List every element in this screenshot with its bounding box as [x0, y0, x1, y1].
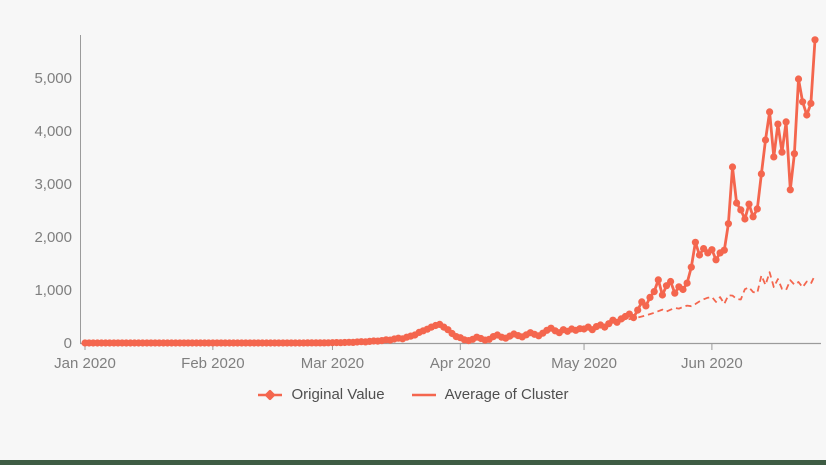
original-value-marker: [629, 314, 638, 322]
y-tick-label: 2,000: [34, 229, 72, 246]
original-value-marker: [774, 120, 782, 128]
original-value-marker: [745, 200, 753, 208]
plain-line-marker-icon: [411, 393, 436, 396]
x-tick-label: Apr 2020: [430, 355, 491, 372]
original-value-marker: [708, 246, 716, 254]
x-tick-label: Feb 2020: [181, 355, 244, 372]
original-value-marker: [691, 238, 700, 246]
original-value-marker: [667, 277, 675, 286]
y-tick-label: 0: [64, 335, 72, 352]
original-value-marker: [654, 276, 662, 284]
line-with-diamond-marker-icon: [258, 389, 283, 400]
original-value-marker: [770, 153, 778, 161]
original-value-marker: [749, 213, 757, 221]
original-value-marker: [811, 36, 819, 44]
legend-item-original-value[interactable]: Original Value: [257, 386, 385, 403]
original-value-marker: [728, 163, 737, 171]
original-value-marker: [807, 99, 815, 107]
original-value-marker: [782, 118, 790, 126]
original-value-marker: [737, 206, 745, 214]
y-tick-label: 4,000: [34, 123, 72, 140]
original-value-marker: [794, 75, 803, 83]
original-value-marker: [790, 150, 799, 158]
chart-legend: Original Value Average of Cluster: [0, 386, 826, 403]
original-value-line: [83, 38, 817, 345]
original-value-marker: [646, 293, 654, 301]
x-tick-label: May 2020: [551, 355, 617, 372]
original-value-marker: [658, 291, 667, 299]
original-value-marker: [683, 279, 691, 287]
original-value-marker: [778, 148, 786, 156]
bottom-border-bar: [0, 460, 826, 465]
original-value-marker: [687, 263, 695, 271]
original-value-marker: [679, 285, 687, 294]
original-value-marker: [741, 215, 749, 223]
original-value-marker: [712, 256, 720, 264]
x-tick-label: Mar 2020: [301, 355, 364, 372]
original-value-marker: [642, 302, 650, 310]
original-value-marker: [634, 306, 642, 314]
original-value-marker: [671, 289, 679, 297]
original-value-marker: [650, 288, 658, 296]
original-value-marker: [753, 205, 761, 213]
legend-label: Average of Cluster: [444, 386, 569, 403]
original-value-marker: [720, 246, 728, 254]
x-tick-label: Jun 2020: [681, 355, 743, 372]
original-value-marker: [786, 186, 794, 194]
x-tick-label: Jan 2020: [54, 355, 116, 372]
original-value-marker: [803, 111, 811, 119]
chart-canvas: Jan 2020 Feb 2020 Mar 2020 Apr 2020 May 2020…: [34, 35, 821, 372]
y-tick-label: 1,000: [34, 282, 72, 299]
original-value-marker: [733, 199, 741, 207]
original-value-marker: [761, 136, 770, 144]
legend-label: Original Value: [291, 386, 385, 403]
original-value-marker: [724, 220, 733, 228]
original-value-marker: [799, 98, 807, 106]
y-tick-label: 3,000: [34, 176, 72, 193]
legend-item-average-of-cluster[interactable]: Average of Cluster: [411, 386, 569, 403]
original-value-marker: [695, 251, 704, 259]
y-tick-label: 5,000: [34, 70, 72, 87]
original-value-marker: [766, 108, 774, 116]
original-value-marker: [757, 170, 766, 178]
